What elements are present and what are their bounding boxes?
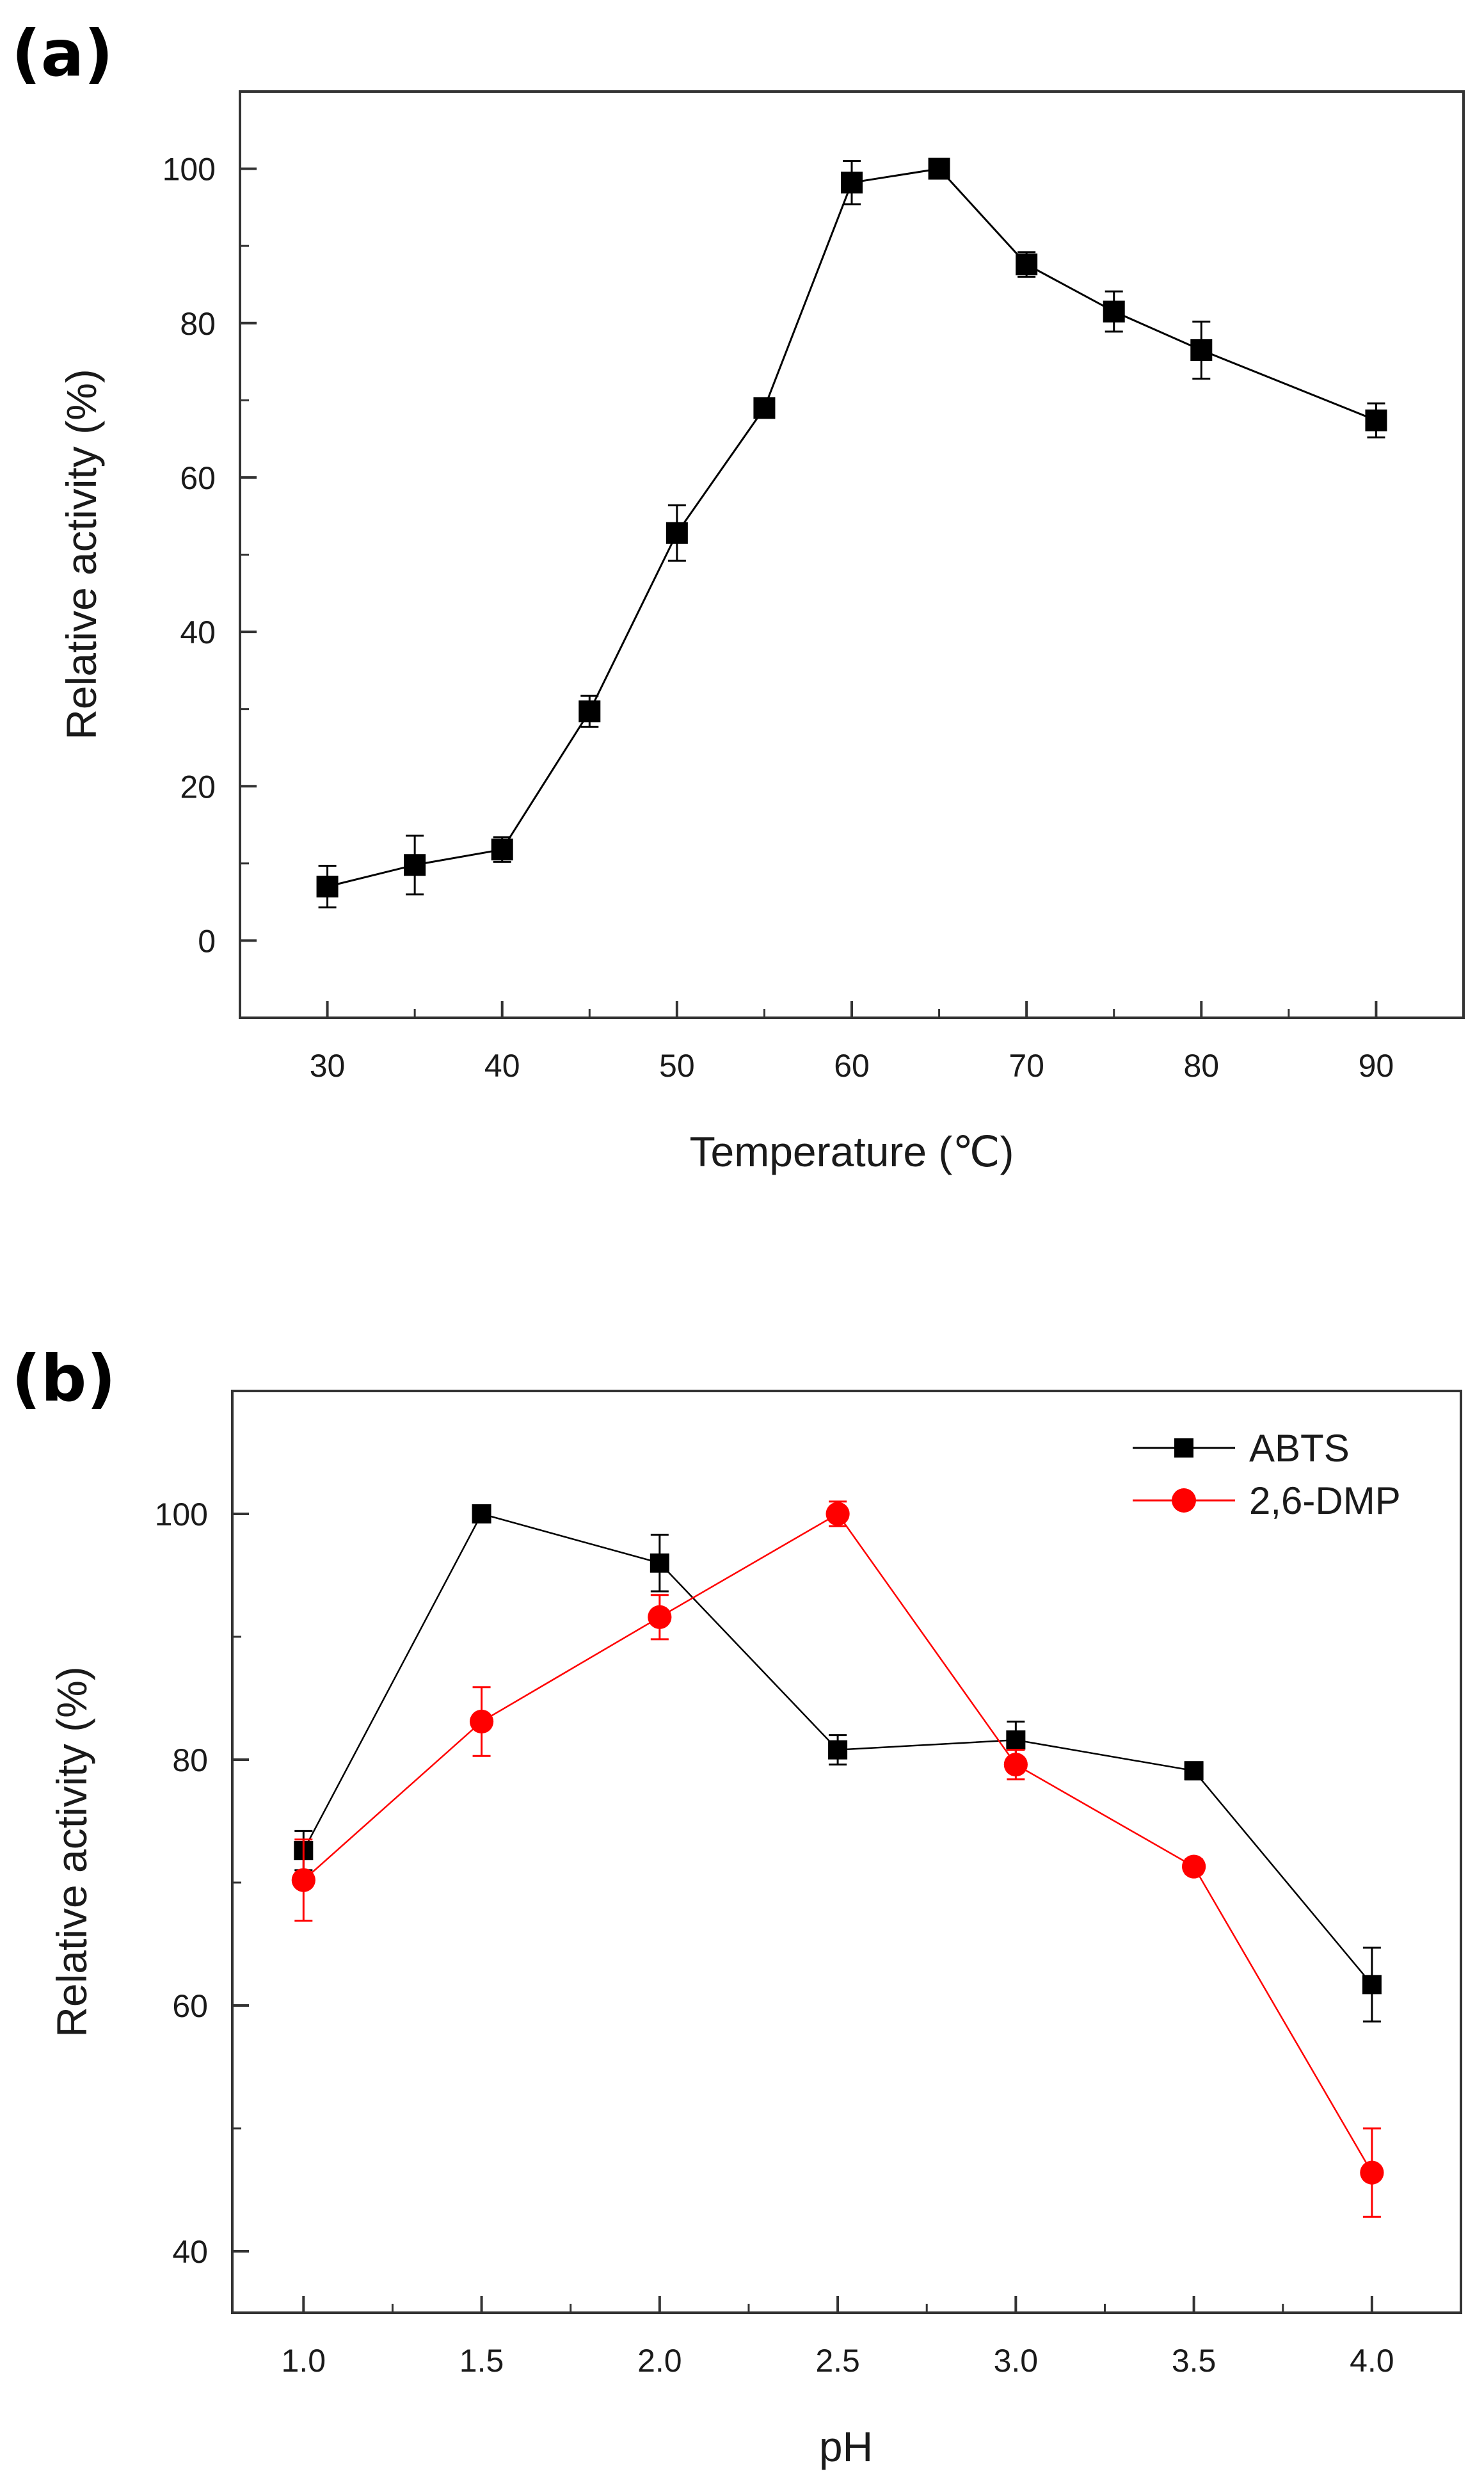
2-6-dmp-point bbox=[648, 1605, 672, 1629]
panel-b-label: (b) bbox=[12, 1341, 116, 1416]
panel-b-y-axis-title: Relative activity (%) bbox=[48, 1666, 95, 2037]
y-tick-label: 60 bbox=[172, 1988, 208, 2024]
series-0-point bbox=[1365, 409, 1387, 431]
abts-point bbox=[1184, 1761, 1204, 1781]
x-tick-label: 50 bbox=[659, 1048, 695, 1084]
x-tick-label: 30 bbox=[310, 1048, 346, 1084]
y-tick-label: 100 bbox=[163, 152, 216, 188]
x-tick-label: 40 bbox=[484, 1048, 520, 1084]
legend-label: 2,6-DMP bbox=[1249, 1479, 1401, 1522]
panel-a-x-axis-title: Temperature (℃) bbox=[690, 1128, 1014, 1175]
x-tick-label: 1.5 bbox=[459, 2343, 504, 2379]
y-tick-label: 80 bbox=[172, 1742, 208, 1778]
2-6-dmp-point bbox=[1360, 2160, 1384, 2185]
panel-a-axes: 30 40 50 60 70 80 90 0 20 40 60 80 100 bbox=[163, 152, 1394, 1084]
2-6-dmp-point bbox=[291, 1868, 315, 1892]
panel-a-label: (a) bbox=[12, 16, 113, 91]
y-tick-label: 100 bbox=[155, 1497, 208, 1532]
abts-point bbox=[1006, 1730, 1026, 1750]
series-0-point bbox=[491, 839, 513, 861]
x-tick-label: 4.0 bbox=[1350, 2343, 1394, 2379]
panel-a-y-axis-title: Relative activity (%) bbox=[58, 369, 105, 739]
series-0-point bbox=[666, 522, 688, 544]
y-tick-label: 0 bbox=[198, 923, 216, 959]
panel-b-plot-area bbox=[291, 1500, 1384, 2218]
x-tick-label: 3.5 bbox=[1172, 2343, 1217, 2379]
series-0-point bbox=[1016, 253, 1038, 276]
legend-marker bbox=[1172, 1488, 1196, 1513]
panel-b-axes: 1.0 1.5 2.0 2.5 3.0 3.5 4.0 40 60 80 100 bbox=[155, 1497, 1394, 2379]
y-tick-label: 80 bbox=[180, 306, 216, 342]
abts-point bbox=[650, 1553, 669, 1573]
2-6-dmp-point bbox=[1003, 1753, 1028, 1777]
series-0-point bbox=[928, 157, 950, 180]
panel-b-ph-chart: (b) 1.0 1.5 2.0 2.5 3.0 3.5 4.0 40 60 80 100 pH Re… bbox=[12, 1341, 1462, 2470]
series-0-point bbox=[1190, 339, 1213, 361]
x-tick-label: 80 bbox=[1183, 1048, 1219, 1084]
abts-point bbox=[1362, 1975, 1382, 1995]
series-0-point bbox=[404, 854, 426, 876]
y-tick-label: 40 bbox=[180, 615, 216, 650]
panel-a-temperature-chart: (a) 30 40 50 60 70 80 90 0 20 40 60 80 100 Temperatu… bbox=[12, 16, 1465, 1175]
x-tick-label: 2.5 bbox=[815, 2343, 860, 2379]
x-tick-label: 90 bbox=[1359, 1048, 1394, 1084]
x-tick-label: 2.0 bbox=[637, 2343, 682, 2379]
panel-b-plot-frame bbox=[231, 1390, 1462, 2314]
x-tick-label: 60 bbox=[834, 1048, 870, 1084]
x-tick-label: 70 bbox=[1009, 1048, 1044, 1084]
series-0-point bbox=[1103, 300, 1125, 323]
y-tick-label: 40 bbox=[172, 2234, 208, 2270]
series-0-point bbox=[753, 397, 776, 419]
2-6-dmp-point bbox=[826, 1502, 850, 1526]
panel-b-x-axis-title: pH bbox=[819, 2423, 873, 2470]
abts-point bbox=[472, 1504, 491, 1523]
series-0-line bbox=[327, 167, 1376, 888]
2-6-dmp-point bbox=[1182, 1854, 1206, 1879]
y-tick-label: 60 bbox=[180, 460, 216, 496]
x-tick-label: 1.0 bbox=[282, 2343, 326, 2379]
series-0-point bbox=[578, 700, 601, 723]
abts-point bbox=[828, 1740, 848, 1760]
legend-marker bbox=[1174, 1438, 1193, 1458]
series-0-point bbox=[841, 172, 863, 194]
x-tick-label: 3.0 bbox=[994, 2343, 1039, 2379]
panel-a-plot-area bbox=[316, 157, 1387, 909]
2-6-dmp-point bbox=[469, 1709, 494, 1734]
series-0-point bbox=[316, 876, 339, 898]
legend-label: ABTS bbox=[1249, 1427, 1350, 1470]
panel-b-legend: ABTS 2,6-DMP bbox=[1133, 1427, 1401, 1522]
y-tick-label: 20 bbox=[180, 769, 216, 805]
